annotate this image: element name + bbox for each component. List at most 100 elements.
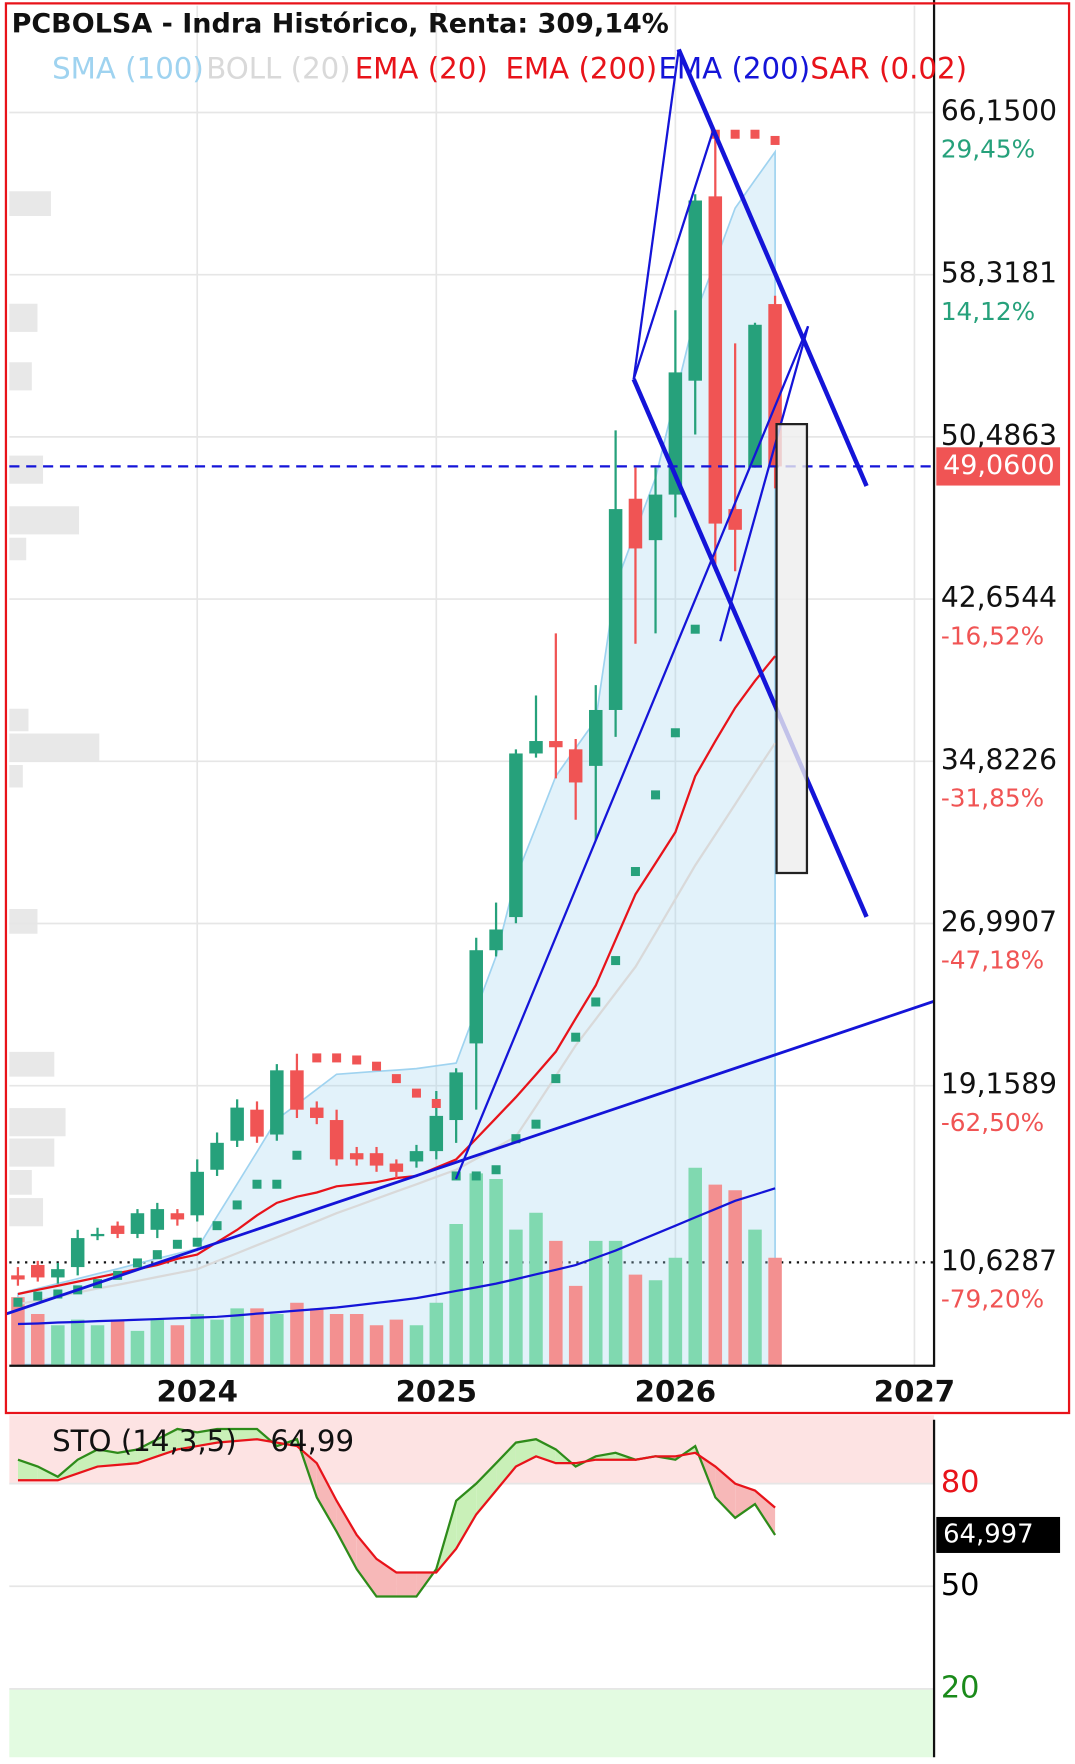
volume-bar: [628, 1274, 643, 1365]
volume-bar: [110, 1319, 125, 1365]
volume-bar: [170, 1325, 185, 1365]
profile-bar: [9, 537, 27, 561]
profile-bar: [9, 909, 38, 934]
profile-bar: [9, 733, 100, 762]
candle-body: [210, 1142, 224, 1170]
volume-bar: [349, 1314, 364, 1365]
last-price-label: 49,0600: [943, 450, 1055, 481]
volume-bar: [568, 1285, 583, 1365]
sar-dot: [332, 1053, 342, 1063]
profile-bar: [9, 1198, 44, 1227]
profile-bar: [9, 765, 23, 788]
y-tick-label: 20: [941, 1670, 980, 1705]
drawings: [5, 48, 935, 1316]
sar-dot: [630, 867, 640, 877]
volume-bar: [409, 1325, 424, 1365]
candle-body: [349, 1153, 364, 1160]
y-tick-label: 19,1589: [941, 1068, 1057, 1101]
candle-body: [529, 741, 543, 754]
stoch-fill: [396, 1572, 417, 1597]
stoch-fill: [17, 1459, 38, 1481]
sar-dot: [571, 1032, 581, 1042]
sar-dot: [212, 1221, 222, 1231]
candle-body: [549, 741, 563, 748]
candle-body: [230, 1107, 244, 1141]
y-tick-label: 42,6544: [941, 581, 1057, 614]
profile-bar: [9, 1051, 55, 1077]
legend-entry: EMA (200): [658, 51, 810, 85]
y-tick-label: 66,1500: [941, 94, 1057, 127]
x-tick-label: 2027: [874, 1374, 955, 1408]
candle-body: [110, 1225, 125, 1234]
y-tick-label: 50: [941, 1568, 980, 1603]
candle-body: [648, 494, 663, 541]
candle-body: [748, 324, 762, 468]
y-tick-label: 50,4863: [941, 419, 1057, 452]
profile-bar: [9, 303, 38, 332]
volume-bar: [250, 1308, 264, 1365]
sar-dot: [551, 1074, 561, 1084]
profile-bar: [9, 708, 29, 732]
stoch-fill: [476, 1463, 497, 1515]
sar-dot: [33, 1291, 43, 1301]
stoch-label: STO (14,3,5): [52, 1424, 237, 1458]
candle-body: [290, 1070, 304, 1110]
volume-bar: [489, 1179, 503, 1365]
volume-bar: [708, 1184, 723, 1365]
x-tick-label: 2025: [396, 1374, 477, 1408]
volume-bar: [51, 1325, 65, 1365]
volume-bar: [429, 1302, 444, 1365]
legend-entry: SMA (100): [52, 51, 204, 85]
legend-entry: SAR (0.02): [810, 51, 967, 85]
candle-body: [728, 509, 742, 530]
volume-bar: [768, 1257, 782, 1365]
y-tick-change: -62,50%: [941, 1108, 1044, 1137]
volume-bar: [668, 1257, 683, 1365]
stoch-fill: [197, 1428, 218, 1447]
profile-bar: [9, 1170, 32, 1195]
trend-line: [631, 378, 869, 918]
sar-dot: [252, 1179, 262, 1189]
sar-dot: [352, 1055, 362, 1065]
stoch-fill: [356, 1534, 377, 1597]
sar-dot: [53, 1289, 63, 1299]
candle-body: [589, 709, 603, 766]
candle-body: [250, 1109, 264, 1137]
stoch-fill: [754, 1490, 776, 1535]
stoch-last-label: 64,997: [943, 1519, 1033, 1549]
candle-body: [190, 1171, 204, 1216]
volume-bar: [748, 1229, 762, 1365]
sar-dot: [13, 1297, 23, 1307]
sar-dot: [730, 129, 740, 139]
last-price-box: [936, 447, 1061, 486]
stoch-fill: [157, 1428, 178, 1457]
sar-dot: [431, 1098, 441, 1108]
volume-bar: [549, 1240, 563, 1365]
volume-bar: [688, 1167, 702, 1365]
sar-dot: [591, 997, 601, 1007]
trend-line: [632, 49, 680, 380]
trend-line: [454, 325, 810, 1180]
sar-dot: [690, 624, 700, 634]
sar-dot: [172, 1239, 182, 1249]
candle-body: [409, 1151, 424, 1162]
candle-body: [170, 1213, 185, 1220]
candle-body: [568, 749, 583, 783]
stoch-fill: [715, 1466, 736, 1518]
volume-bar: [509, 1229, 523, 1365]
sar-dot: [391, 1074, 401, 1084]
y-tick-change: -79,20%: [941, 1285, 1044, 1314]
volume-bar: [369, 1325, 384, 1365]
sar-dot: [770, 135, 780, 145]
volume-bar: [70, 1319, 85, 1365]
stoch-fill: [217, 1428, 238, 1443]
candle-body: [310, 1107, 324, 1118]
stoch-fill: [515, 1439, 537, 1467]
volume-bar: [90, 1325, 105, 1365]
top-layer: 66,1500 29,45% 58,3181 14,12% 50,4863 42,6544…: [52, 51, 1061, 1705]
trend-line: [676, 48, 869, 487]
sar-dot: [292, 1150, 302, 1160]
volume-bar: [11, 1297, 25, 1365]
legend-entry: EMA (200): [505, 51, 657, 85]
